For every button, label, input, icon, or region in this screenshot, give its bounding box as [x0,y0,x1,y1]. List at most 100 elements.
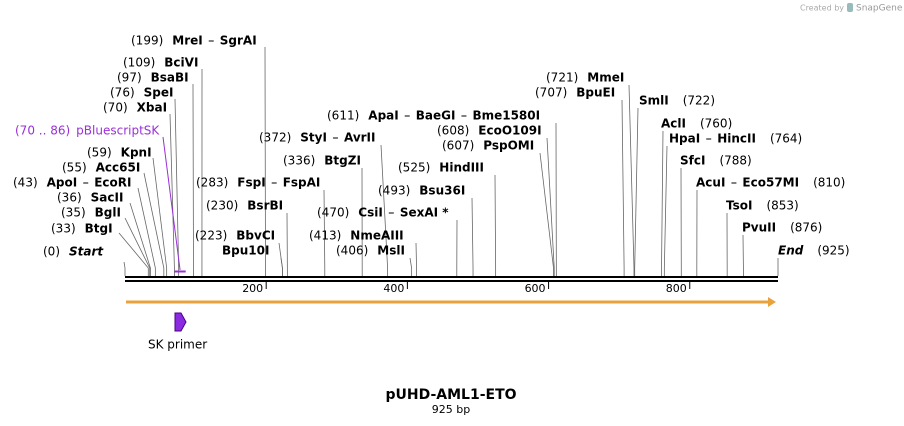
enzyme-name: BtgZI [324,154,361,168]
tick-label: 400 [383,282,404,295]
site-line [124,217,151,276]
credit: Created by [800,4,844,13]
site-position: (43) [13,176,38,190]
enzyme-name: TsoI [726,199,752,213]
site-position: (76) [110,86,135,100]
enzyme-name: FspI [237,176,265,190]
site-position: (230) [206,199,238,213]
site-position: (33) [51,222,76,236]
enzyme-name: Acc65I [96,161,141,175]
site-position: (925) [817,244,849,258]
site-position: (722) [683,94,715,108]
feature-name: pBluescriptSK [76,124,160,138]
site-line [137,187,156,276]
site-line [380,144,389,276]
site-position: (283) [196,176,228,190]
map-title: pUHD-AML1-ETO [385,387,516,403]
enzyme-name: ApaI [368,109,398,123]
enzyme-name: SfcI [680,154,705,168]
enzyme-name: CsiI [358,206,383,220]
site-line [123,261,126,276]
enzyme-name: KpnI [121,146,152,160]
site-line [661,130,664,276]
enzyme-name: BbvCI [236,229,275,243]
site-line [471,197,474,276]
enzyme-name: Bpu10I [222,244,269,258]
enzyme-name: HindIII [439,161,484,175]
site-position: (35) [61,206,86,220]
site-line [118,232,149,276]
site-position: (223) [195,229,227,243]
site-position: (109) [123,56,155,70]
site-position: (0) [43,245,60,259]
site-line [169,113,175,276]
enzyme-name: BsaBI [151,71,189,85]
site-position: (372) [259,131,291,145]
enzyme-name: MslI [377,244,405,258]
site-position: (70) [103,101,128,115]
site-position: (336) [283,154,315,168]
enzyme-name: EcoO109I [478,124,541,138]
site-position: (36) [57,191,82,205]
enzyme-name: SexAI * [400,206,449,220]
enzyme-name: Eco57MI [742,176,799,190]
site-line [174,98,180,276]
site-position: (199) [131,34,163,48]
site-line [143,172,165,276]
feature-line [162,136,181,271]
site-line [152,157,168,276]
enzyme-name: Bme1580I [472,109,540,123]
site-line [278,242,283,276]
enzyme-name: AvrII [344,131,376,145]
enzyme-name: BtgI [85,222,113,236]
site-line [280,257,283,276]
enzyme-name: StyI [300,131,327,145]
enzyme-name: AcuI [696,176,725,190]
enzyme-name: Bsu36I [419,184,465,198]
primer-arrow [174,312,187,332]
site-position: (853) [766,199,798,213]
site-line [129,202,151,276]
enzyme-name: HincII [717,132,756,146]
site-line [409,257,413,276]
site-line [621,99,625,276]
logo-icon [847,3,853,12]
primer-label: SK primer [148,338,207,352]
enzyme-name: AclI [661,117,686,131]
site-position: (788) [719,154,751,168]
site-line [415,242,417,276]
enzyme-name: Start [69,245,104,259]
site-position: (608) [437,124,469,138]
site-position: (59) [87,146,112,160]
site-position: (810) [813,176,845,190]
site-line [323,189,326,276]
enzyme-name: MreI [172,34,202,48]
enzyme-name: PspOMI [483,139,534,153]
enzyme-name: End [778,244,804,258]
map-length: 925 bp [432,403,470,416]
site-line [546,137,555,276]
site-position: (607) [442,139,474,153]
logo: SnapGene [856,4,903,14]
enzyme-name: NmeAIII [350,229,403,243]
site-position: (55) [62,161,87,175]
enzyme-name: SmlI [639,94,669,108]
site-position: (764) [770,132,802,146]
enzyme-name: HpaI [669,132,700,146]
site-position: (760) [700,117,732,131]
site-line [634,107,639,276]
site-position: (493) [378,184,410,198]
site-position: (413) [309,229,341,243]
enzyme-name: MmeI [587,71,624,85]
enzyme-name: SgrAI [220,34,257,48]
enzyme-name: FspAI [283,176,321,190]
site-position: (97) [117,71,142,85]
enzyme-name: ApoI [47,176,78,190]
feature-bar [174,270,186,273]
enzyme-name: EcoRI [94,176,131,190]
enzyme-name: BglI [95,206,121,220]
tick-label: 200 [242,282,263,295]
site-line [628,84,635,276]
feature-range: (70 .. 86) [15,124,70,138]
site-line [539,152,554,276]
